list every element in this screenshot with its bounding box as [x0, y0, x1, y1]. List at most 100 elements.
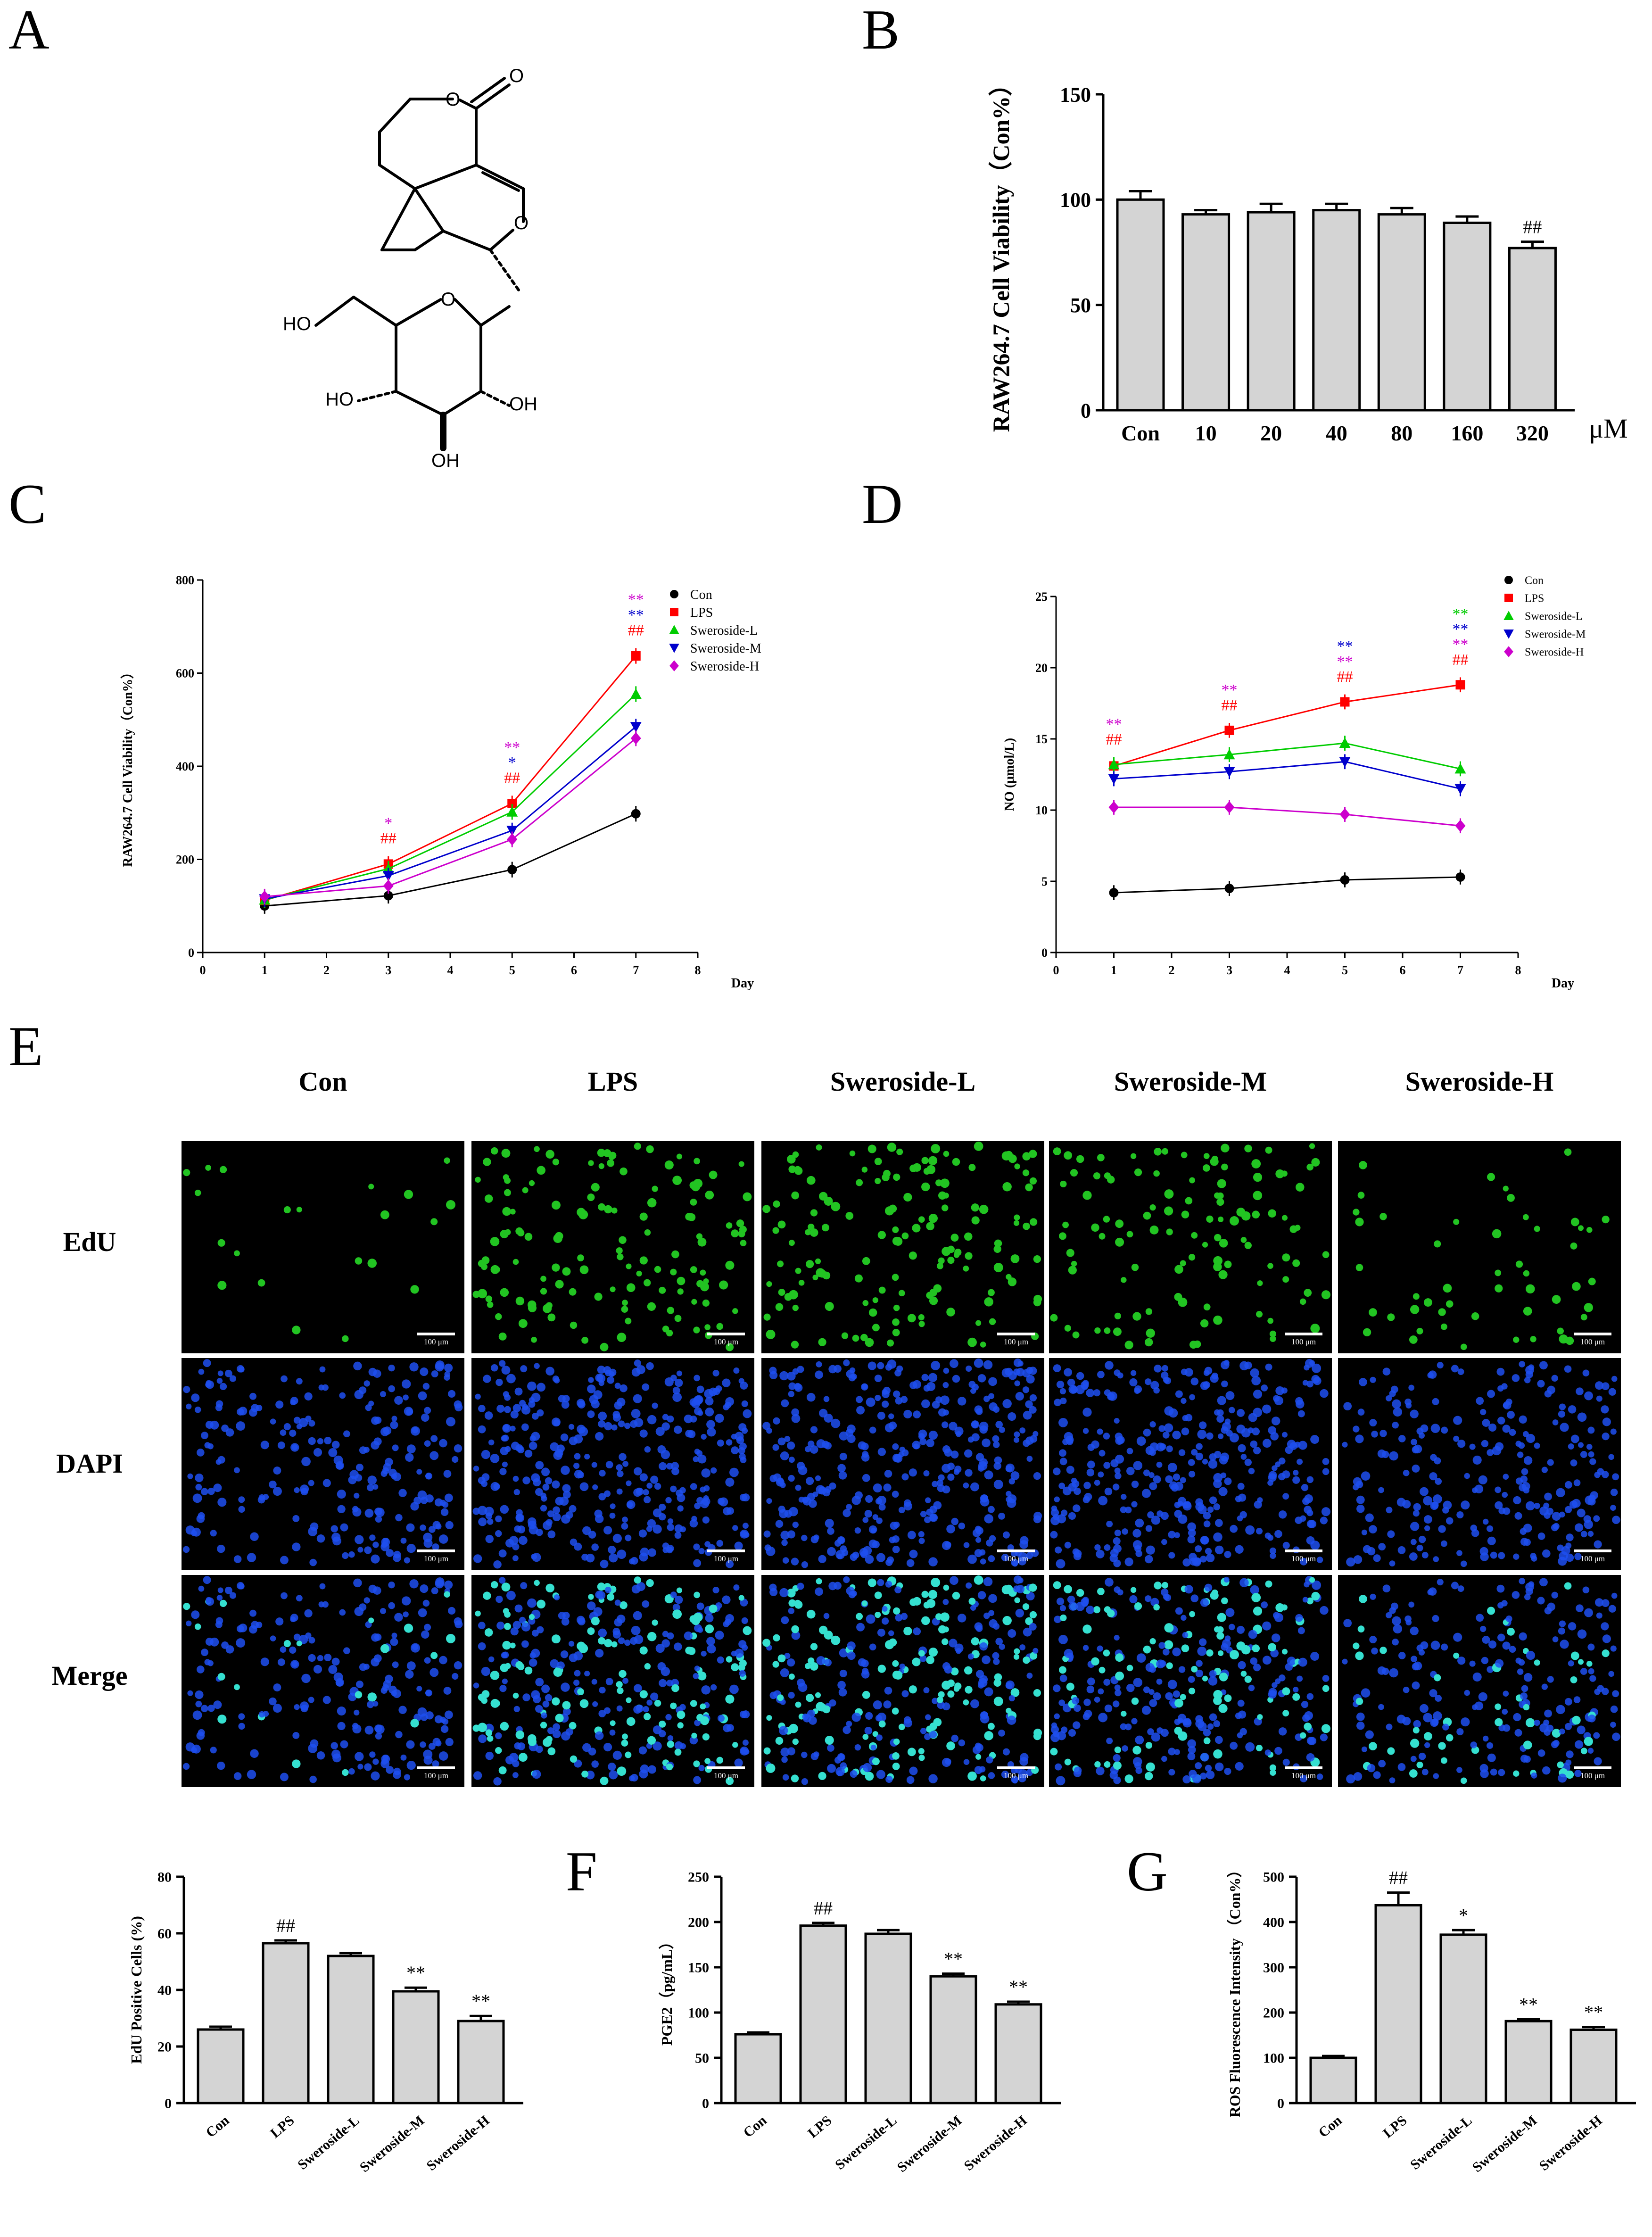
cell: [884, 1640, 894, 1649]
cell: [1051, 1722, 1057, 1729]
cell: [1433, 1556, 1439, 1562]
cell: [1410, 1626, 1419, 1635]
cell: [791, 1631, 801, 1640]
cell: [183, 1386, 190, 1393]
cell: [773, 1417, 780, 1425]
cell: [838, 1754, 845, 1761]
data-point: [507, 833, 518, 846]
row-header: Merge: [51, 1660, 128, 1691]
cell: [1221, 1643, 1229, 1651]
cell: [420, 1367, 429, 1376]
y-tick-label: 20: [1035, 661, 1048, 675]
cell: [1018, 1557, 1027, 1566]
cell: [584, 1454, 590, 1460]
cell: [1230, 1524, 1238, 1533]
cell: [1213, 1256, 1222, 1266]
cell: [1403, 1686, 1410, 1693]
cell: [873, 1700, 882, 1710]
cell: [1097, 1428, 1103, 1435]
cell: [609, 1770, 618, 1780]
cell: [1225, 1608, 1235, 1617]
cell: [667, 1415, 674, 1423]
cell: [406, 1761, 416, 1770]
cell: [940, 1612, 950, 1622]
cell: [1029, 1177, 1037, 1185]
cell: [1453, 1218, 1460, 1225]
cell: [502, 1434, 509, 1442]
cell: [1066, 1466, 1074, 1474]
data-point: [630, 688, 642, 699]
cell: [921, 1157, 929, 1164]
cell: [1104, 1704, 1113, 1713]
cell: [1143, 1428, 1151, 1437]
cell: [510, 1410, 519, 1419]
cell: [691, 1399, 701, 1408]
cell: [1115, 1436, 1124, 1445]
cell: [1431, 1718, 1439, 1726]
cell: [926, 1292, 933, 1299]
cell: [547, 1727, 554, 1734]
cell: [1355, 1698, 1363, 1705]
cell: [988, 1772, 995, 1779]
cell: [921, 1182, 930, 1192]
cell: [1014, 1648, 1020, 1655]
significance-label: ##: [504, 769, 520, 787]
cell: [1025, 1400, 1033, 1408]
cell: [502, 1678, 508, 1684]
cell: [1586, 1660, 1593, 1667]
cell: [296, 1207, 302, 1213]
cell: [380, 1427, 389, 1436]
cell: [420, 1524, 426, 1531]
cell: [1050, 1748, 1058, 1756]
cell: [289, 1429, 297, 1437]
cell: [1209, 1670, 1217, 1678]
scale-bar-label: 100 μm: [1291, 1554, 1316, 1563]
cell: [742, 1523, 749, 1529]
cell: [229, 1592, 236, 1599]
cell: [626, 1263, 632, 1269]
cell: [1074, 1766, 1082, 1775]
bar: [262, 1942, 310, 2104]
cell: [1002, 1616, 1012, 1625]
cell: [424, 1624, 431, 1631]
cell: [825, 1735, 834, 1745]
cell: [1091, 1440, 1099, 1449]
cell: [893, 1304, 900, 1311]
cell: [913, 1627, 921, 1635]
cell: [512, 1621, 521, 1629]
data-point: [631, 651, 641, 661]
cell: [928, 1156, 938, 1166]
cell: [639, 1552, 648, 1562]
cell: [541, 1684, 550, 1693]
cell: [1453, 1435, 1460, 1442]
cell: [1189, 1341, 1198, 1349]
cell: [1526, 1433, 1536, 1443]
cell: [1191, 1232, 1198, 1239]
cell: [710, 1684, 717, 1690]
cell: [1131, 1263, 1139, 1271]
cell: [671, 1250, 679, 1259]
cell: [892, 1443, 899, 1450]
cell: [1282, 1276, 1289, 1283]
cell: [705, 1397, 714, 1406]
cell: [1001, 1553, 1009, 1562]
cell: [1476, 1614, 1484, 1622]
cell: [1029, 1583, 1037, 1592]
cell: [213, 1700, 222, 1709]
cell: [1610, 1705, 1618, 1713]
cell: [1008, 1629, 1016, 1638]
cell: [862, 1763, 872, 1773]
cell: [823, 1396, 830, 1402]
cell: [636, 1487, 644, 1496]
cell: [657, 1662, 666, 1671]
cell: [810, 1426, 818, 1433]
cell: [872, 1324, 880, 1332]
cell: [555, 1714, 564, 1723]
x-tick-label: 4: [1284, 963, 1290, 977]
cell: [963, 1482, 969, 1489]
cell: [654, 1266, 661, 1273]
cell: [478, 1425, 486, 1433]
cell: [677, 1722, 684, 1729]
atom-label: HO: [283, 314, 311, 334]
x-tick-label: Sweroside-H: [424, 2113, 493, 2174]
